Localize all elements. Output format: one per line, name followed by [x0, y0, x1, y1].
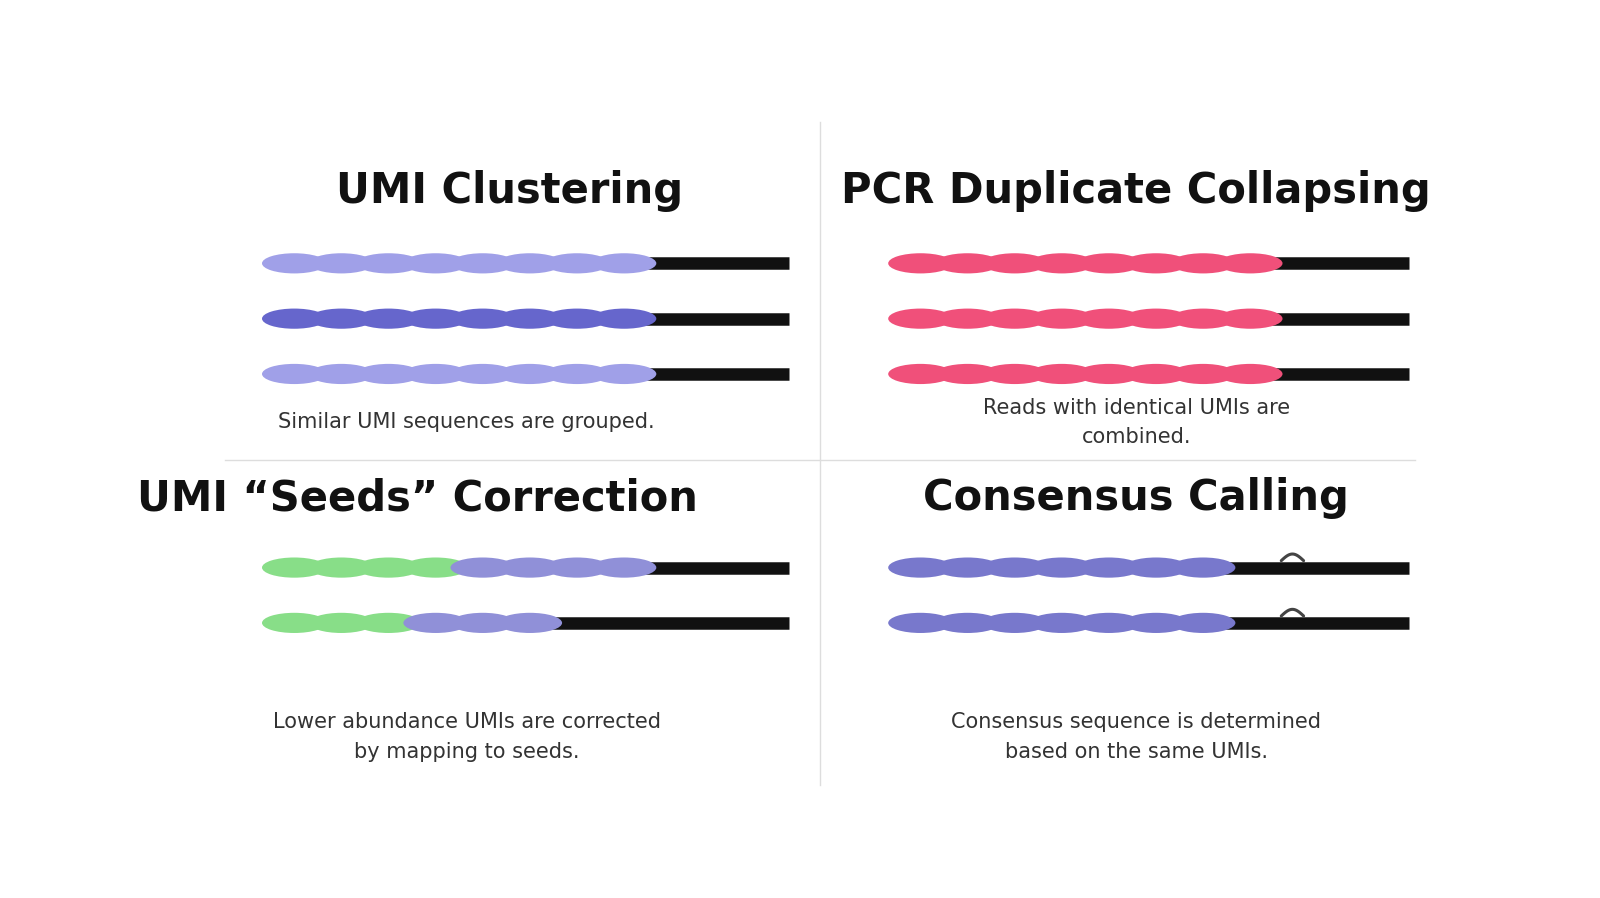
Ellipse shape	[592, 364, 656, 384]
Ellipse shape	[262, 364, 326, 384]
Ellipse shape	[888, 309, 952, 329]
Ellipse shape	[309, 253, 374, 273]
Ellipse shape	[888, 612, 952, 633]
Ellipse shape	[451, 364, 515, 384]
Ellipse shape	[403, 309, 467, 329]
Ellipse shape	[1077, 309, 1141, 329]
Ellipse shape	[544, 253, 610, 273]
Ellipse shape	[1218, 364, 1283, 384]
Ellipse shape	[982, 558, 1046, 577]
Ellipse shape	[888, 558, 952, 577]
Ellipse shape	[1123, 253, 1189, 273]
Ellipse shape	[1171, 558, 1235, 577]
Ellipse shape	[1123, 558, 1189, 577]
Ellipse shape	[544, 309, 610, 329]
Ellipse shape	[451, 612, 515, 633]
Ellipse shape	[262, 558, 326, 577]
Text: Similar UMI sequences are grouped.: Similar UMI sequences are grouped.	[278, 412, 654, 432]
Text: Lower abundance UMIs are corrected
by mapping to seeds.: Lower abundance UMIs are corrected by ma…	[272, 712, 661, 762]
Ellipse shape	[403, 364, 467, 384]
Ellipse shape	[498, 309, 562, 329]
Ellipse shape	[309, 612, 374, 633]
Ellipse shape	[262, 253, 326, 273]
Ellipse shape	[1077, 612, 1141, 633]
Ellipse shape	[498, 364, 562, 384]
Ellipse shape	[1077, 253, 1141, 273]
Ellipse shape	[544, 364, 610, 384]
Ellipse shape	[1077, 364, 1141, 384]
Ellipse shape	[592, 309, 656, 329]
Text: Consensus Calling: Consensus Calling	[923, 478, 1349, 519]
Text: Reads with identical UMIs are
combined.: Reads with identical UMIs are combined.	[982, 398, 1290, 447]
Ellipse shape	[403, 253, 467, 273]
Ellipse shape	[592, 558, 656, 577]
Ellipse shape	[1171, 309, 1235, 329]
Ellipse shape	[1171, 253, 1235, 273]
Ellipse shape	[451, 253, 515, 273]
Text: PCR Duplicate Collapsing: PCR Duplicate Collapsing	[842, 170, 1430, 212]
Ellipse shape	[1029, 612, 1094, 633]
Ellipse shape	[544, 558, 610, 577]
Ellipse shape	[498, 612, 562, 633]
Ellipse shape	[451, 309, 515, 329]
Text: UMI Clustering: UMI Clustering	[336, 170, 683, 212]
Ellipse shape	[888, 364, 952, 384]
Ellipse shape	[451, 558, 515, 577]
Ellipse shape	[262, 612, 326, 633]
Ellipse shape	[309, 558, 374, 577]
Ellipse shape	[1077, 558, 1141, 577]
Ellipse shape	[936, 309, 1000, 329]
Ellipse shape	[936, 612, 1000, 633]
Ellipse shape	[592, 253, 656, 273]
Ellipse shape	[262, 309, 326, 329]
Ellipse shape	[888, 253, 952, 273]
Ellipse shape	[309, 309, 374, 329]
Ellipse shape	[1218, 309, 1283, 329]
Ellipse shape	[498, 558, 562, 577]
Text: Consensus sequence is determined
based on the same UMIs.: Consensus sequence is determined based o…	[950, 712, 1322, 762]
Ellipse shape	[357, 309, 421, 329]
Ellipse shape	[1171, 612, 1235, 633]
Ellipse shape	[1123, 364, 1189, 384]
Text: UMI “Seeds” Correction: UMI “Seeds” Correction	[136, 478, 698, 519]
Ellipse shape	[982, 364, 1046, 384]
Ellipse shape	[357, 612, 421, 633]
Ellipse shape	[403, 558, 467, 577]
Ellipse shape	[357, 364, 421, 384]
Ellipse shape	[936, 364, 1000, 384]
Ellipse shape	[982, 612, 1046, 633]
Ellipse shape	[1123, 309, 1189, 329]
Ellipse shape	[1029, 364, 1094, 384]
Ellipse shape	[982, 309, 1046, 329]
Ellipse shape	[1171, 364, 1235, 384]
Ellipse shape	[498, 253, 562, 273]
Ellipse shape	[403, 612, 467, 633]
Ellipse shape	[309, 364, 374, 384]
Ellipse shape	[1029, 309, 1094, 329]
Ellipse shape	[936, 253, 1000, 273]
Ellipse shape	[1218, 253, 1283, 273]
Ellipse shape	[357, 253, 421, 273]
Ellipse shape	[1029, 558, 1094, 577]
Ellipse shape	[1123, 612, 1189, 633]
Ellipse shape	[936, 558, 1000, 577]
Ellipse shape	[1029, 253, 1094, 273]
Ellipse shape	[982, 253, 1046, 273]
Ellipse shape	[357, 558, 421, 577]
